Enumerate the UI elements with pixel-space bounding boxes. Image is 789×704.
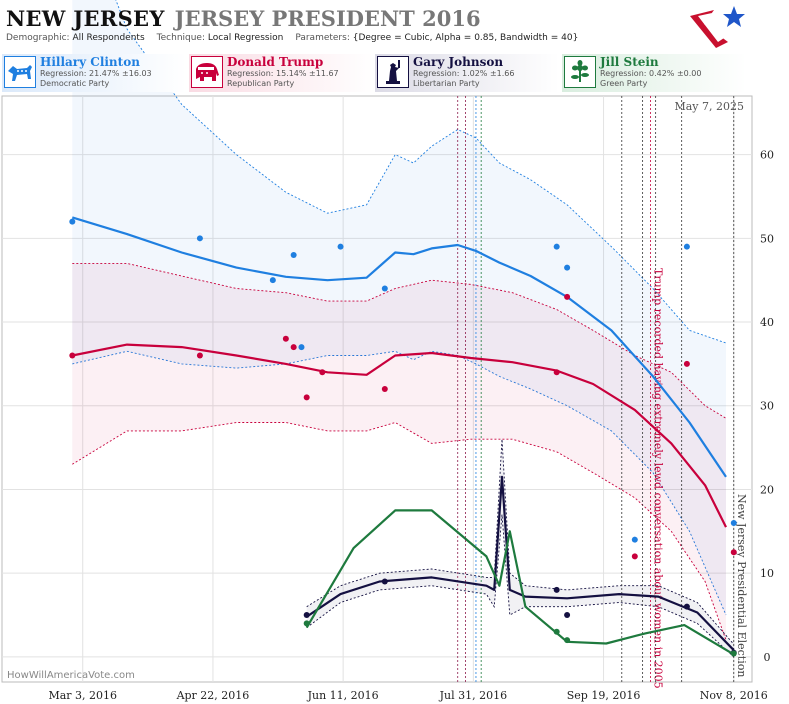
race-title: JERSEY PRESIDENT 2016: [174, 6, 481, 31]
lower-bound-line: [72, 350, 727, 616]
x-tick-label: Nov 8, 2016: [700, 689, 768, 702]
y-tick-label: 40: [760, 316, 774, 329]
x-tick-label: Jun 11, 2016: [307, 689, 379, 702]
x-tick-label: Apr 22, 2016: [176, 689, 250, 702]
data-point: [196, 352, 203, 359]
data-point: [69, 352, 76, 359]
event-label: New Jersey Presidential Election: [735, 494, 748, 677]
y-tick-label: 60: [760, 149, 774, 162]
data-point: [683, 603, 690, 610]
data-point: [553, 369, 560, 376]
series-line: [72, 343, 727, 528]
data-point: [290, 252, 297, 259]
data-point: [319, 369, 326, 376]
data-point: [631, 553, 638, 560]
y-tick-label: 50: [760, 232, 774, 245]
confidence-band: [72, 0, 726, 615]
data-point: [290, 344, 297, 351]
state-title: NEW JERSEY: [6, 6, 165, 31]
event-label: Trump recorded having extremely lewd con…: [651, 268, 664, 689]
date-label: May 7, 2025: [674, 100, 744, 113]
data-point: [564, 264, 571, 271]
statue-of-liberty-icon: [377, 56, 409, 88]
x-tick-label: Sep 19, 2016: [567, 689, 641, 702]
parameters-line: Demographic: All Respondents Technique: L…: [6, 33, 579, 43]
data-point: [553, 586, 560, 593]
data-point: [564, 612, 571, 619]
data-point: [282, 335, 289, 342]
chart-header: NEW JERSEY JERSEY PRESIDENT 2016: [6, 6, 481, 31]
x-tick-label: Mar 3, 2016: [48, 689, 117, 702]
data-point: [564, 637, 571, 644]
data-point: [631, 536, 638, 543]
watermark: HowWillAmericaVote.com: [7, 670, 135, 681]
flag-logo-icon: [690, 6, 745, 48]
parameters-value: {Degree = Cubic, Alpha = 0.85, Bandwidth…: [352, 33, 579, 43]
data-point: [303, 620, 310, 627]
y-tick-label: 20: [760, 483, 774, 496]
x-tick-label: Jul 31, 2016: [439, 689, 508, 702]
data-point: [337, 243, 344, 250]
data-point: [730, 650, 737, 657]
data-point: [69, 218, 76, 225]
confidence-band: [306, 439, 734, 657]
data-point: [303, 612, 310, 619]
lower-bound-line: [72, 422, 727, 641]
upper-bound-line: [306, 439, 735, 645]
y-tick-label: 10: [760, 567, 774, 580]
confidence-band: [72, 263, 727, 641]
series-line: [306, 475, 735, 651]
upper-bound-line: [115, 0, 727, 344]
y-tick-label: 30: [760, 400, 774, 413]
donkey-icon: [4, 56, 36, 88]
site-logo: [688, 2, 748, 52]
upper-bound-line: [72, 262, 727, 419]
data-point: [381, 578, 388, 585]
data-point: [553, 243, 560, 250]
legend-johnson: Gary Johnson Regression: 1.02% ±1.66 Lib…: [375, 54, 559, 92]
data-point: [683, 360, 690, 367]
y-tick-label: 0: [764, 651, 771, 664]
elephant-icon: [191, 56, 223, 88]
legend-trump: Donald Trump Regression: 15.14% ±11.67 R…: [189, 54, 373, 92]
data-point: [730, 549, 737, 556]
data-point: [381, 386, 388, 392]
candidate-legend: Hillary Clinton Regression: 21.47% ±16.0…: [0, 54, 789, 94]
data-point: [303, 394, 310, 401]
data-point: [730, 519, 737, 526]
data-point: [269, 277, 276, 284]
flower-icon: [564, 56, 596, 88]
data-point: [553, 628, 560, 635]
data-point: [381, 285, 388, 292]
lower-bound-line: [306, 514, 735, 658]
technique-value: Local Regression: [207, 33, 284, 43]
legend-clinton: Hillary Clinton Regression: 21.47% ±16.0…: [2, 54, 186, 92]
data-point: [564, 293, 571, 300]
series-line: [71, 216, 727, 478]
plot-area: [1, 95, 753, 683]
data-point: [298, 344, 305, 351]
data-point: [196, 235, 203, 242]
series-line: [305, 509, 735, 656]
legend-stein: Jill Stein Regression: 0.42% ±0.00 Green…: [562, 54, 746, 92]
demographic-value: All Respondents: [72, 33, 145, 43]
data-point: [683, 243, 690, 250]
